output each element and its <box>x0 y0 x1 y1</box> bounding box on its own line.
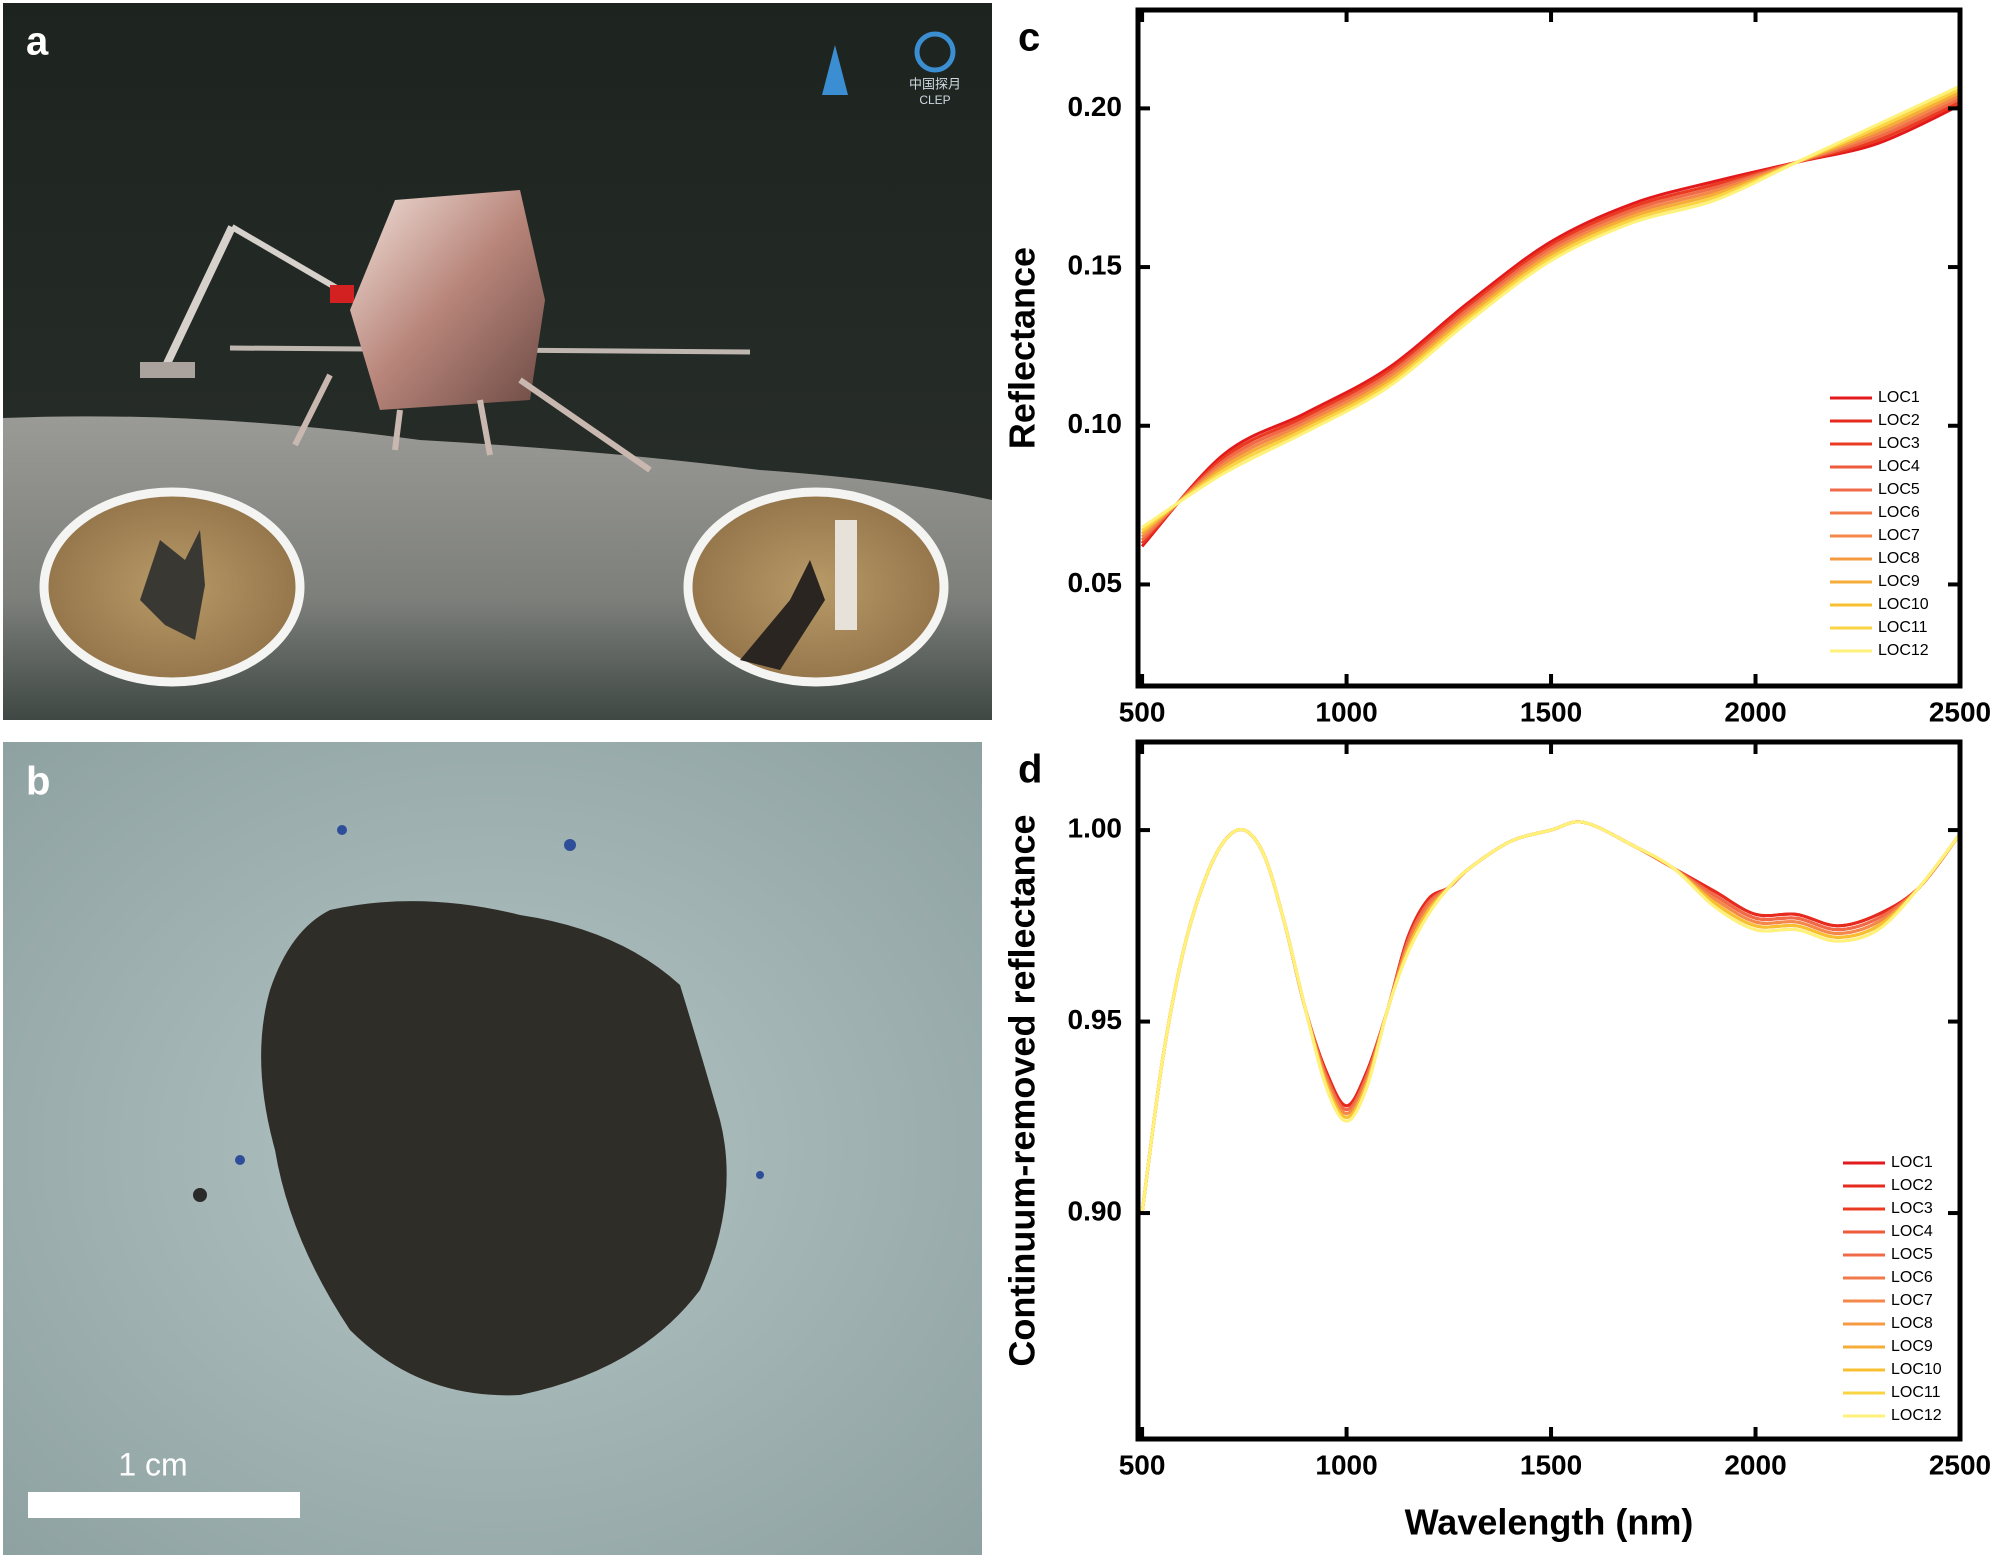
legend-label: LOC12 <box>1891 1407 1942 1424</box>
panel-label: a <box>26 20 49 64</box>
scale-bar-label: 1 cm <box>118 1446 187 1482</box>
logo-icon <box>914 31 956 73</box>
y-tick-label: 0.15 <box>1068 249 1123 280</box>
inset-drill <box>835 520 857 630</box>
series-line <box>1140 820 1960 1214</box>
legend-label: LOC2 <box>1878 412 1920 429</box>
legend-label: LOC3 <box>1891 1200 1933 1217</box>
plot-frame <box>1135 739 1963 1442</box>
series-line <box>1141 100 1960 545</box>
particle <box>564 839 576 851</box>
x-tick-label: 2000 <box>1724 696 1786 727</box>
legend-label: LOC10 <box>1878 596 1929 613</box>
photo-b: 1 cm b <box>3 742 982 1555</box>
logo-icon <box>822 45 848 95</box>
y-tick-label: 0.95 <box>1068 1004 1123 1035</box>
x-tick-label: 500 <box>1119 696 1166 727</box>
legend-label: LOC11 <box>1891 1384 1941 1401</box>
x-tick-label: 1500 <box>1520 1449 1582 1480</box>
plot-frame <box>1135 7 1963 689</box>
x-axis-label: Wavelength (nm) <box>1405 1502 1694 1543</box>
chart: 500 1000 1500 2000 2500 0.90 0.95 1.00 Continuum… <box>1002 739 1991 1543</box>
series-line <box>1140 820 1960 1214</box>
x-tick-label: 1000 <box>1315 1449 1377 1480</box>
legend-label: LOC4 <box>1878 458 1920 475</box>
particle <box>193 1188 207 1202</box>
legend-label: LOC7 <box>1891 1292 1933 1309</box>
soil-sample <box>261 901 727 1396</box>
series-line <box>1141 87 1960 532</box>
panel-label: d <box>1018 748 1042 792</box>
series-line <box>1141 87 1960 532</box>
x-tick-label: 2500 <box>1929 696 1991 727</box>
legend-label: LOC1 <box>1891 1154 1933 1171</box>
legend-label: LOC7 <box>1878 527 1920 544</box>
x-tick-label: 1500 <box>1520 696 1582 727</box>
legend-label: LOC8 <box>1891 1315 1933 1332</box>
series-line <box>1140 820 1960 1214</box>
inset-shadow <box>740 560 825 670</box>
legend-label: LOC6 <box>1891 1269 1933 1286</box>
legend-label: LOC3 <box>1878 435 1920 452</box>
particle <box>337 825 347 835</box>
lander-body <box>350 190 545 410</box>
legend-label: LOC5 <box>1878 481 1920 498</box>
y-axis-label: Continuum-removed reflectance <box>1002 814 1043 1366</box>
series-line <box>1141 100 1960 545</box>
series-line <box>1140 820 1960 1214</box>
legend-label: LOC4 <box>1891 1223 1933 1240</box>
particle <box>756 1171 764 1179</box>
legend-label: LOC9 <box>1878 573 1920 590</box>
series-line <box>1141 94 1960 538</box>
x-tick-label: 1000 <box>1315 696 1377 727</box>
series-line <box>1140 103 1960 548</box>
particle <box>235 1155 245 1165</box>
legend-label: LOC11 <box>1878 619 1928 636</box>
x-tick-label: 2500 <box>1929 1449 1991 1480</box>
y-tick-label: 0.05 <box>1068 567 1123 598</box>
series-line <box>1141 84 1960 529</box>
y-tick-label: 0.10 <box>1068 408 1123 439</box>
panel-label: c <box>1018 16 1040 60</box>
series-line <box>1140 820 1960 1214</box>
lander-legs <box>292 373 652 473</box>
series-line <box>1141 94 1960 538</box>
y-tick-label: 0.20 <box>1068 91 1123 122</box>
photo-a: 中国探月 CLEP a <box>3 3 992 720</box>
chart: 500 1000 1500 2000 2500 0.05 0.10 0.15 0.20 Refle… <box>1002 7 1991 727</box>
y-tick-label: 0.90 <box>1068 1195 1123 1226</box>
scale-bar <box>28 1492 300 1518</box>
robot-arm <box>159 225 236 374</box>
series-line <box>1140 820 1960 1214</box>
legend-label: LOC8 <box>1878 550 1920 567</box>
series-line <box>1140 820 1960 1214</box>
sampler <box>140 362 195 378</box>
legend-label: LOC5 <box>1891 1246 1933 1263</box>
logo-text: 中国探月 <box>909 76 961 91</box>
series-line <box>1140 820 1960 1214</box>
legend-label: LOC1 <box>1878 389 1920 406</box>
x-tick-label: 500 <box>1119 1449 1166 1480</box>
series-line <box>1140 820 1960 1214</box>
series-line <box>1140 820 1960 1214</box>
x-tick-label: 2000 <box>1724 1449 1786 1480</box>
series-line <box>1141 97 1960 542</box>
legend-label: LOC2 <box>1891 1177 1933 1194</box>
legend-label: LOC12 <box>1878 642 1929 659</box>
lander-flag <box>330 285 354 303</box>
series-line <box>1141 97 1960 542</box>
y-axis-label: Reflectance <box>1002 247 1043 449</box>
logo-text: CLEP <box>919 93 950 107</box>
panel-label: b <box>26 760 50 804</box>
y-tick-label: 1.00 <box>1068 812 1123 843</box>
legend-label: LOC10 <box>1891 1361 1942 1378</box>
inset-scoop-mark <box>140 530 205 640</box>
robot-arm <box>230 224 342 293</box>
series-line <box>1140 820 1960 1214</box>
legend-label: LOC9 <box>1891 1338 1933 1355</box>
series-line <box>1140 820 1960 1214</box>
legend-label: LOC6 <box>1878 504 1920 521</box>
